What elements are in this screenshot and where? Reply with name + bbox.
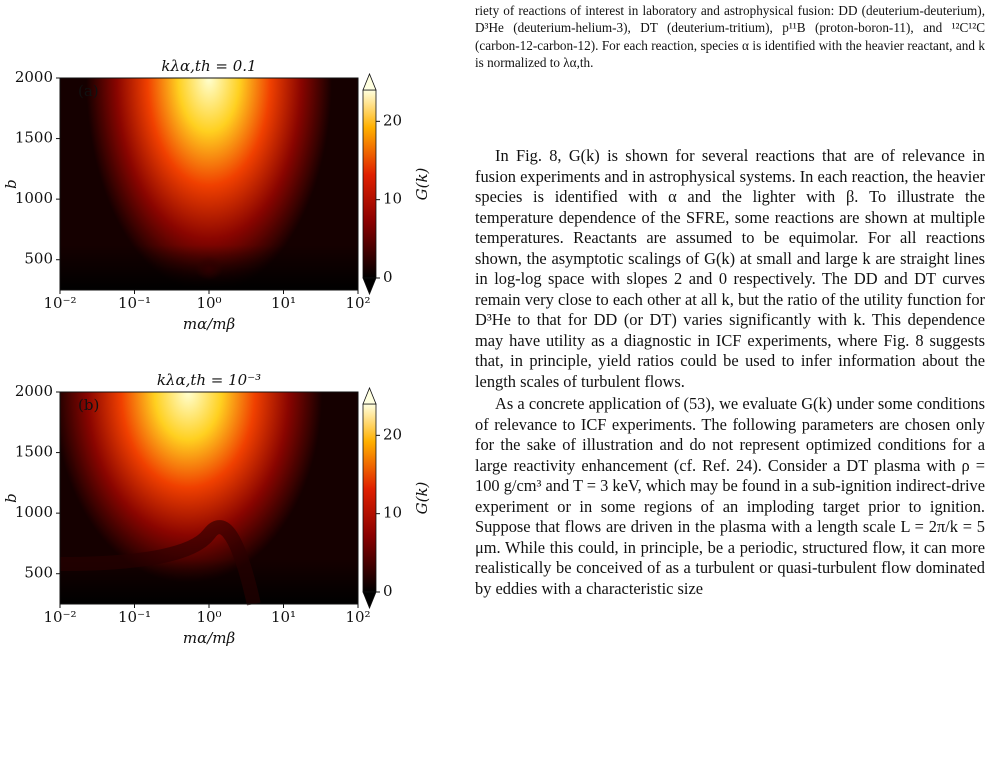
colorbar-extend-top xyxy=(362,386,377,405)
colorbar-tick-label: 20 xyxy=(383,425,402,443)
paragraph: In Fig. 8, G(k) is shown for several rea… xyxy=(475,146,985,391)
heatmap-feature xyxy=(195,256,223,280)
x-tick-label: 10² xyxy=(345,294,370,312)
colorbar-tick-label: 10 xyxy=(383,190,402,208)
y-axis-label: b xyxy=(2,493,20,503)
colorbar xyxy=(362,89,377,279)
panel-title: kλα,th = 10⁻³ xyxy=(157,371,261,389)
paragraph: As a concrete application of (53), we ev… xyxy=(475,394,985,598)
heatmap-feature xyxy=(59,520,261,606)
y-tick-label: 1500 xyxy=(15,129,53,147)
x-tick-label: 10⁻¹ xyxy=(118,608,151,626)
y-tick-label: 2000 xyxy=(15,68,53,86)
x-tick-label: 10⁻² xyxy=(43,608,76,626)
figure: kλα,th = 0.1(a)10⁻² 10⁻¹ 10⁰ 10¹ 10²50010001… xyxy=(2,57,431,647)
x-tick-label: 10⁻¹ xyxy=(118,294,151,312)
colorbar xyxy=(362,403,377,593)
x-axis-label: mα/mβ xyxy=(183,315,236,333)
colorbar-tick-label: 20 xyxy=(383,111,402,129)
colorbar-extend-top xyxy=(362,72,377,91)
x-tick-label: 10⁻² xyxy=(43,294,76,312)
panel-label: (b) xyxy=(78,396,99,414)
y-tick-label: 500 xyxy=(24,564,53,582)
x-axis-label: mα/mβ xyxy=(183,629,236,647)
panel-label: (a) xyxy=(78,82,99,100)
colorbar-extend-bottom xyxy=(362,277,377,296)
panel-title: kλα,th = 0.1 xyxy=(161,57,256,75)
figure-caption: riety of reactions of interest in labora… xyxy=(475,3,985,70)
colorbar-tick-label: 0 xyxy=(383,582,393,600)
y-tick-label: 1500 xyxy=(15,443,53,461)
colorbar-tick-label: 0 xyxy=(383,268,393,286)
y-axis-label: b xyxy=(2,179,20,189)
x-tick-label: 10⁰ xyxy=(196,608,221,626)
colorbar-extend-bottom xyxy=(362,591,377,610)
y-tick-label: 1000 xyxy=(15,189,53,207)
body-text: In Fig. 8, G(k) is shown for several rea… xyxy=(475,146,985,601)
colorbar-tick-label: 10 xyxy=(383,504,402,522)
y-tick-label: 2000 xyxy=(15,382,53,400)
x-tick-label: 10² xyxy=(345,608,370,626)
x-tick-label: 10¹ xyxy=(271,294,296,312)
colorbar-label: G(k) xyxy=(413,167,431,200)
x-tick-label: 10⁰ xyxy=(196,294,221,312)
x-tick-label: 10¹ xyxy=(271,608,296,626)
y-tick-label: 1000 xyxy=(15,503,53,521)
y-tick-label: 500 xyxy=(24,250,53,268)
colorbar-label: G(k) xyxy=(413,481,431,514)
